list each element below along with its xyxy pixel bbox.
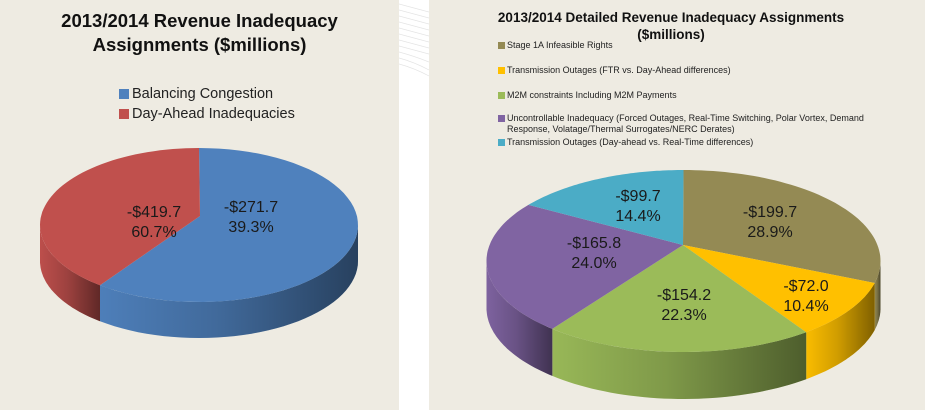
pie-slice xyxy=(40,148,200,286)
data-label-percent: 39.3% xyxy=(228,219,273,236)
data-label-value: -$165.8 xyxy=(567,235,621,252)
legend-label: Stage 1A Infeasible Rights xyxy=(507,40,613,50)
pie-slice xyxy=(528,170,684,245)
right-pie: -$199.7 28.9% -$72.0 10.4% -$154.2 22.3% -$165… xyxy=(486,170,881,399)
legend-label: Uncontrollable Inadequacy (Forced Outage… xyxy=(507,113,864,134)
left-title-line-2: Assignments ($millions) xyxy=(92,34,307,55)
legend-item-uncontrollable: Uncontrollable Inadequacy (Forced Outage… xyxy=(498,113,888,135)
legend-item-m2m: M2M constraints Including M2M Payments xyxy=(498,90,888,101)
right-chart-title: 2013/2014 Detailed Revenue Inadequacy As… xyxy=(429,9,913,43)
data-label-value: -$99.7 xyxy=(615,188,660,205)
pie-slice-side-shade xyxy=(806,283,875,380)
data-label-value: -$199.7 xyxy=(743,204,797,221)
legend-label: M2M constraints Including M2M Payments xyxy=(507,90,677,100)
right-title-line-1: 2013/2014 Detailed Revenue Inadequacy As… xyxy=(497,10,845,25)
legend-item-transmission-ftr: Transmission Outages (FTR vs. Day-Ahead … xyxy=(498,65,888,76)
left-chart-title: 2013/2014 Revenue Inadequacy Assignments… xyxy=(0,9,399,57)
pie-slice-side-shade xyxy=(40,225,100,322)
data-label-percent: 22.3% xyxy=(661,307,706,324)
pie-top xyxy=(40,148,358,302)
pie-slice-side-shade xyxy=(552,328,807,399)
pie-top xyxy=(486,170,881,352)
pie-slice-side-shade xyxy=(100,225,358,338)
data-label-value: -$419.7 xyxy=(127,204,181,221)
legend-swatch xyxy=(119,89,129,99)
data-label-percent: 24.0% xyxy=(571,255,616,272)
legend-swatch xyxy=(498,115,505,122)
legend-item-transmission-da-rt: Transmission Outages (Day-ahead vs. Real… xyxy=(498,137,888,148)
left-pie: -$419.7 60.7% -$271.7 39.3% xyxy=(40,148,358,338)
pie-slice xyxy=(683,245,875,333)
legend-swatch xyxy=(498,139,505,146)
data-label-percent: 60.7% xyxy=(131,224,176,241)
legend-swatch xyxy=(498,67,505,74)
pie-slice-side-shade xyxy=(486,261,553,376)
left-title-line-1: 2013/2014 Revenue Inadequacy xyxy=(61,10,338,31)
legend-item-stage-1a: Stage 1A Infeasible Rights xyxy=(498,40,888,51)
pie-slice xyxy=(486,204,683,329)
data-label-value: -$72.0 xyxy=(783,278,828,295)
left-chart-legend: Balancing Congestion Day-Ahead Inadequac… xyxy=(119,84,295,124)
legend-item-day-ahead-inadequacies: Day-Ahead Inadequacies xyxy=(119,104,295,124)
data-label-percent: 10.4% xyxy=(783,298,828,315)
legend-label: Balancing Congestion xyxy=(132,86,274,102)
legend-swatch xyxy=(498,92,505,99)
pie-sides xyxy=(40,225,358,338)
legend-label: Day-Ahead Inadequacies xyxy=(132,106,295,122)
legend-item-balancing-congestion: Balancing Congestion xyxy=(119,84,295,104)
legend-swatch xyxy=(498,42,505,49)
pie-slice xyxy=(552,245,807,352)
data-label-value: -$271.7 xyxy=(224,199,278,216)
pie-slice xyxy=(100,148,358,302)
decorative-swoosh-lines xyxy=(399,3,429,77)
data-label-value: -$154.2 xyxy=(657,287,711,304)
legend-swatch xyxy=(119,109,129,119)
legend-label: Transmission Outages (FTR vs. Day-Ahead … xyxy=(507,65,731,75)
data-label-percent: 14.4% xyxy=(615,208,660,225)
pie-slice xyxy=(683,170,881,283)
pie-sides xyxy=(486,261,881,399)
pie-slice-side-shade xyxy=(874,261,881,330)
data-label-percent: 28.9% xyxy=(747,224,792,241)
right-title-line-2: ($millions) xyxy=(637,27,705,42)
legend-label: Transmission Outages (Day-ahead vs. Real… xyxy=(507,137,754,147)
